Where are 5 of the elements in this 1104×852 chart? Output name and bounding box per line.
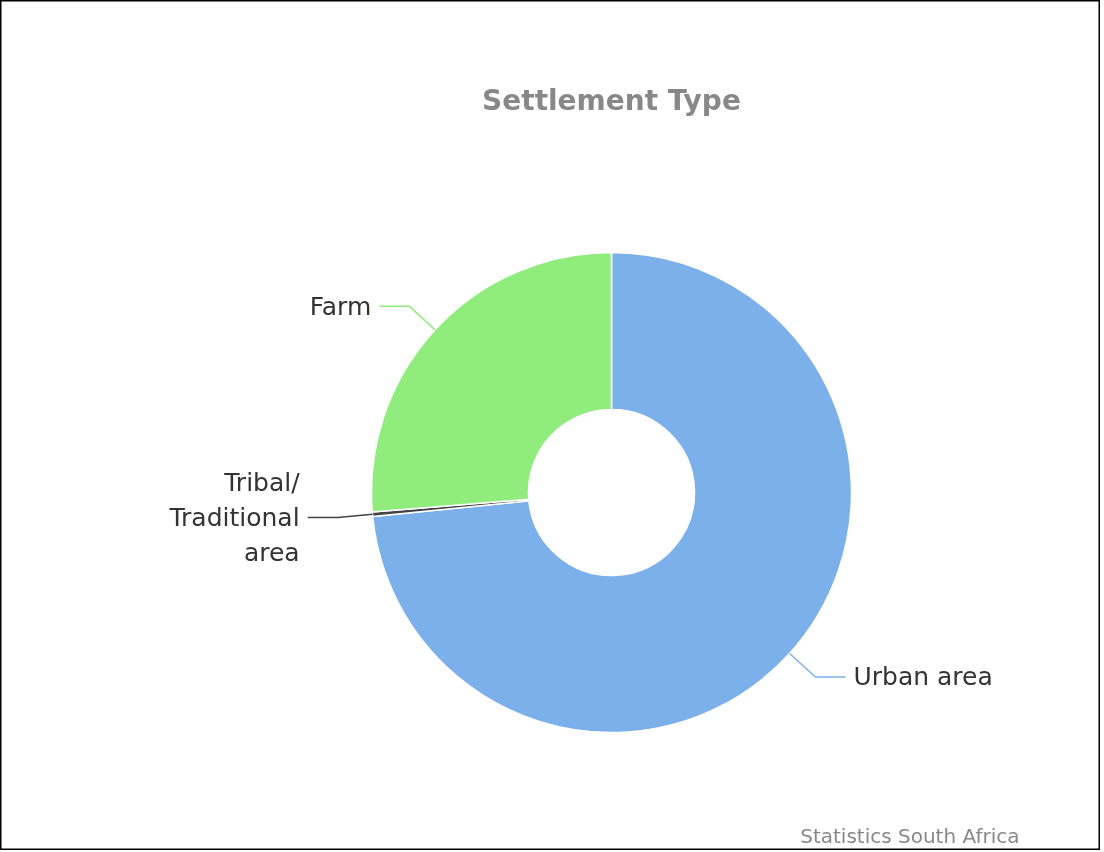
- text: Statistics South Africa: [800, 823, 1020, 848]
- chart-title: Settlement Type: [482, 84, 741, 117]
- slice-label: Tribal/Traditional area: [168, 468, 301, 567]
- slice-label: Farm: [309, 291, 372, 321]
- slice-label: Urban area: [853, 662, 993, 692]
